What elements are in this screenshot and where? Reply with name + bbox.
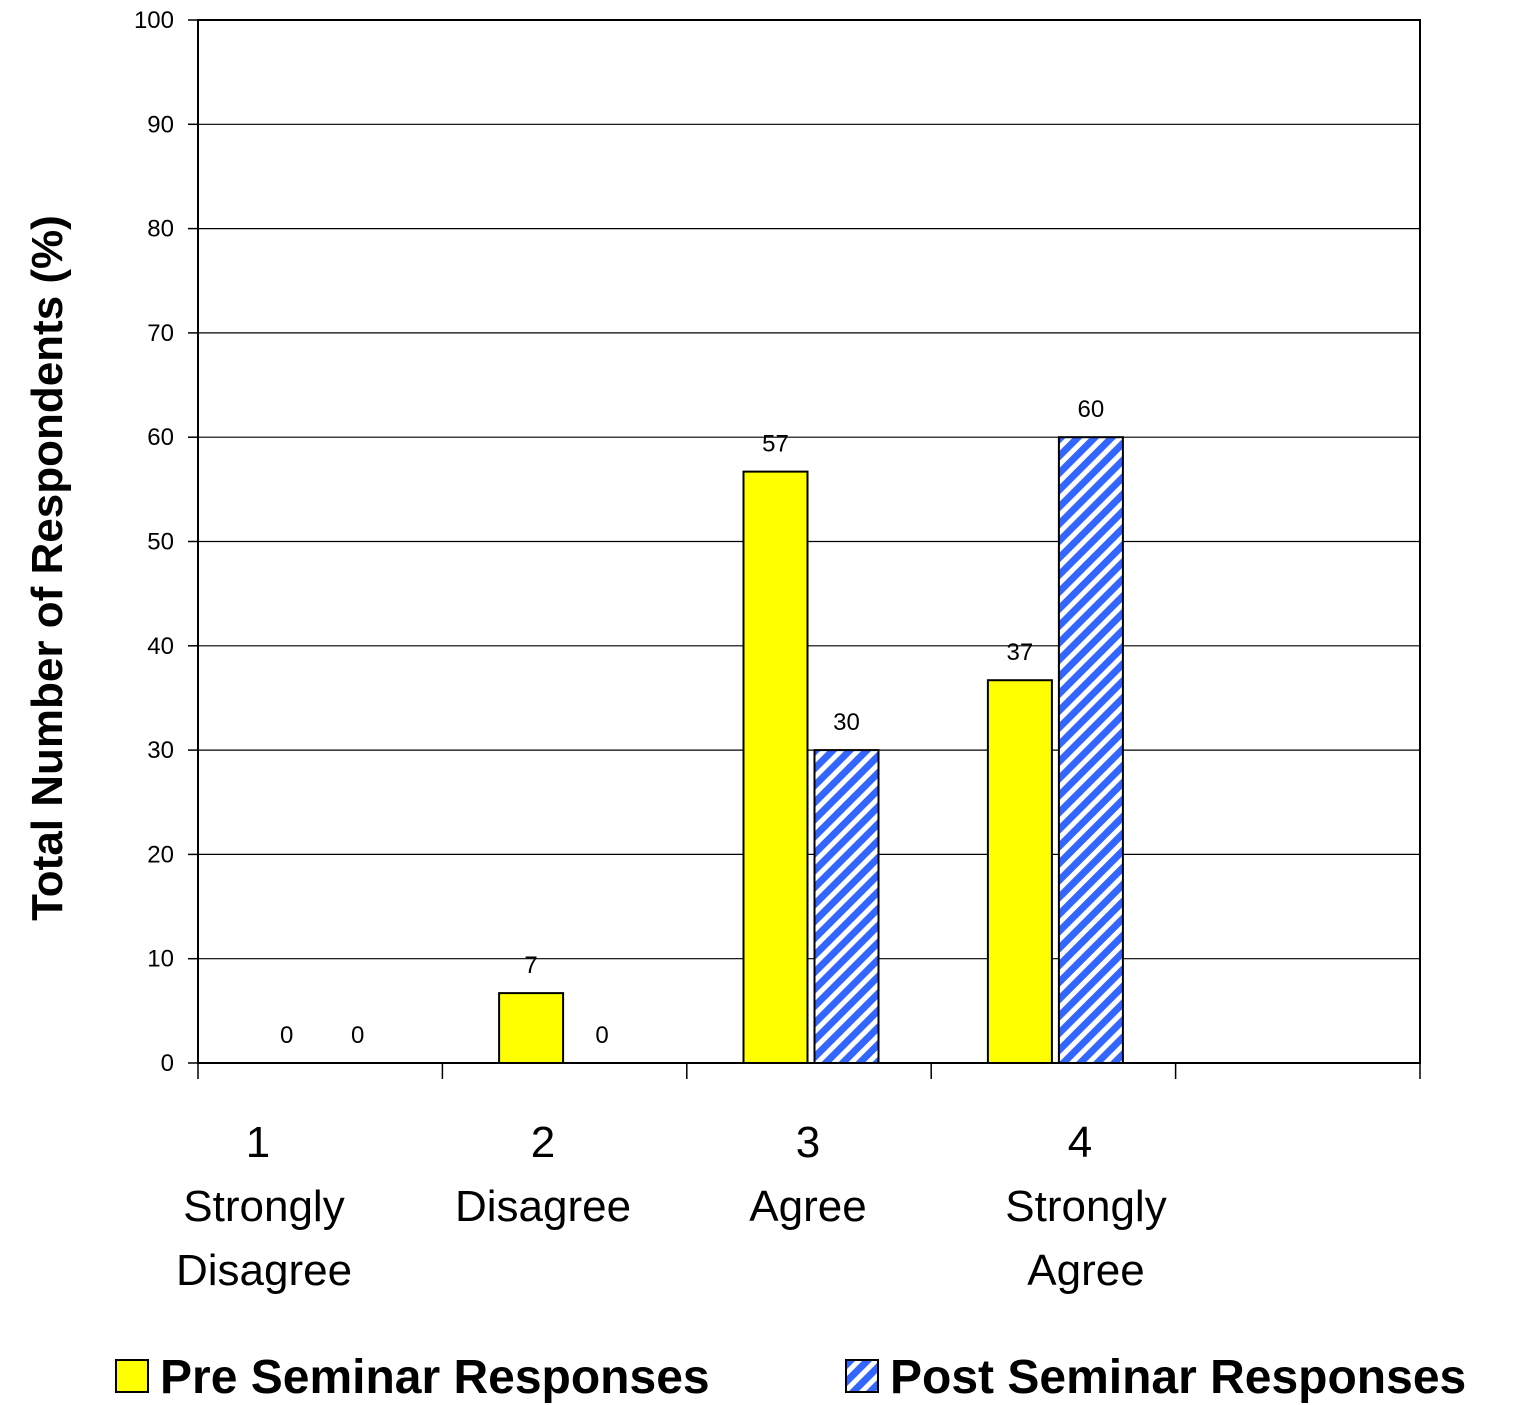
bars: [498, 436, 1124, 1065]
category-number: 4: [1068, 1118, 1092, 1167]
bar-post-3: [813, 749, 880, 1064]
y-tick-label: 70: [147, 320, 174, 347]
data-label: 57: [762, 431, 789, 458]
data-label: 0: [595, 1022, 608, 1049]
category-label: Disagree: [455, 1182, 631, 1231]
data-label: 0: [280, 1022, 293, 1049]
data-label: 60: [1078, 396, 1105, 423]
legend: Pre Seminar Responses Post Seminar Respon…: [115, 1351, 1466, 1404]
category-label: Strongly: [1005, 1182, 1166, 1231]
category-label: Disagree: [176, 1246, 352, 1295]
legend-label-post: Post Seminar Responses: [890, 1351, 1466, 1404]
gridlines: [198, 19, 1420, 960]
category-label: Strongly: [183, 1182, 344, 1231]
y-tick-label: 60: [147, 424, 174, 451]
data-label: 30: [833, 709, 860, 736]
data-labels: 0 0 7 0 57 30 37 60: [280, 396, 1104, 1049]
y-tick-label: 40: [147, 633, 174, 660]
data-label: 0: [351, 1022, 364, 1049]
legend-swatch-pre: [115, 1359, 149, 1393]
bar-pre-3: [742, 470, 809, 1064]
y-tick-label: 100: [134, 7, 174, 34]
bar-post-4: [1057, 436, 1124, 1064]
category-label: Agree: [749, 1182, 866, 1231]
y-tick-label: 50: [147, 529, 174, 556]
legend-label-pre: Pre Seminar Responses: [160, 1351, 710, 1404]
y-tick-label: 0: [161, 1050, 174, 1077]
legend-swatch-post: [845, 1359, 879, 1393]
y-tick-label: 80: [147, 216, 174, 243]
category-number: 2: [531, 1118, 555, 1167]
y-tick-label: 30: [147, 737, 174, 764]
category-label: Agree: [1027, 1246, 1144, 1295]
y-tick-label: 20: [147, 841, 174, 868]
y-tick-label: 90: [147, 111, 174, 138]
bar-pre-2: [498, 992, 565, 1065]
data-label: 7: [524, 952, 537, 979]
category-number: 3: [796, 1118, 820, 1167]
category-number: 1: [246, 1118, 270, 1167]
y-axis-title: Total Number of Respondents (%): [23, 215, 72, 921]
data-label: 37: [1007, 639, 1034, 666]
bar-pre-4: [986, 679, 1053, 1064]
y-tick-label: 10: [147, 946, 174, 973]
axes: 01020304050607080901001StronglyDisagree2…: [134, 7, 1421, 1295]
